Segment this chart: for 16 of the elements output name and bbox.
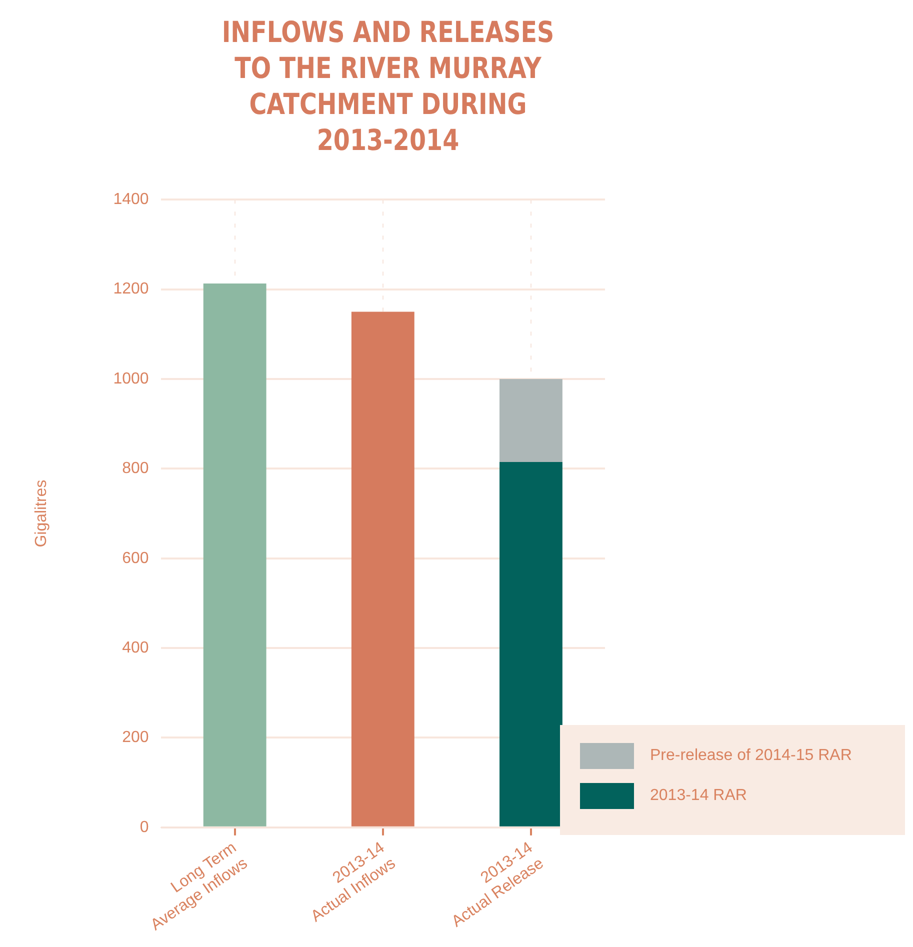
y-axis-title: Gigalitres (33, 480, 50, 548)
y-tick-label: 600 (122, 550, 149, 567)
chart-title: INFLOWS AND RELEASES TO THE RIVER MURRAY CATCHMENT DURING 2013-2014 (220, 14, 556, 158)
y-tick-label: 1400 (113, 191, 149, 208)
bar (351, 312, 414, 826)
bar (500, 462, 562, 826)
y-tick-label: 1200 (113, 280, 149, 298)
bar (500, 378, 562, 462)
y-tick-label: 200 (122, 729, 149, 746)
legend-label: Pre-release of 2014-15 RAR (650, 747, 852, 765)
legend-label: 2013-14 RAR (650, 787, 747, 805)
y-tick-label: 800 (122, 460, 149, 478)
y-tick-label: 1000 (113, 370, 149, 388)
bar (203, 283, 266, 826)
y-tick-label: 400 (122, 639, 149, 656)
y-tick-label: 0 (140, 818, 149, 836)
